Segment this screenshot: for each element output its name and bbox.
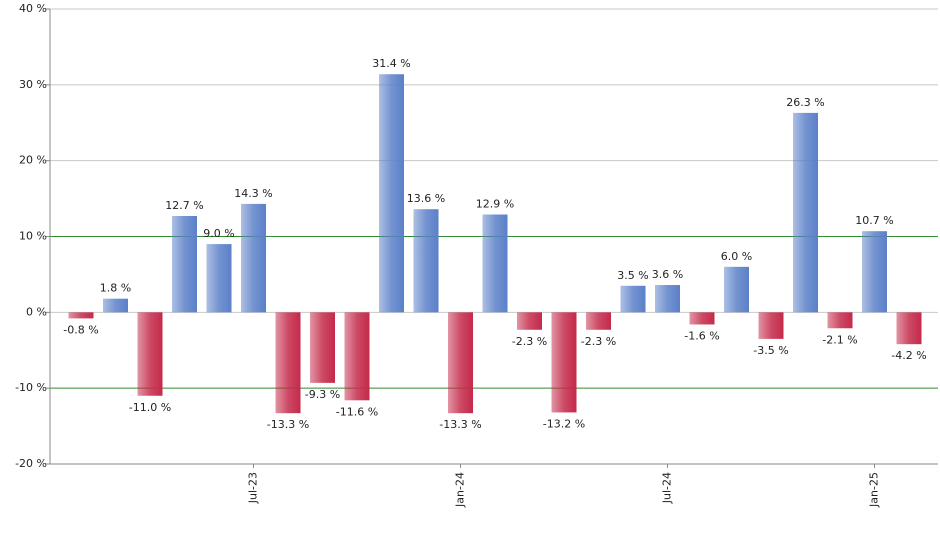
bar: [896, 312, 922, 345]
bar: [103, 298, 128, 313]
value-label: -4.2 %: [891, 349, 926, 362]
value-label: 14.3 %: [234, 187, 272, 200]
bar: [517, 312, 542, 330]
bar: [482, 214, 508, 313]
value-label: -9.3 %: [305, 388, 340, 401]
y-tick-label: 20 %: [19, 154, 47, 167]
value-label: -13.3 %: [439, 418, 481, 431]
bar: [310, 312, 335, 383]
value-label: -11.6 %: [336, 405, 378, 418]
value-label: 3.6 %: [652, 268, 683, 281]
bar: [379, 74, 404, 313]
bar: [655, 285, 680, 313]
value-label: -0.8 %: [63, 323, 98, 336]
value-label: 9.0 %: [203, 227, 234, 240]
value-label: -11.0 %: [129, 401, 171, 414]
x-tick-label: Jan-24: [454, 472, 467, 508]
bar: [793, 112, 818, 313]
value-label: -1.6 %: [684, 329, 719, 342]
bar: [448, 312, 473, 414]
value-label: -2.3 %: [512, 335, 547, 348]
bar: [344, 312, 370, 401]
bar: [68, 312, 94, 319]
value-label: -13.2 %: [543, 417, 585, 430]
value-label: -2.1 %: [822, 333, 857, 346]
x-tick-label: Jul-24: [661, 472, 674, 504]
bar: [862, 231, 887, 313]
bar: [413, 209, 439, 313]
y-tick-label: 40 %: [19, 2, 47, 15]
bar: [275, 312, 301, 414]
bar: [620, 285, 646, 313]
y-tick-label: 0 %: [26, 305, 47, 318]
x-tick-label: Jan-25: [868, 472, 881, 508]
bar: [241, 203, 266, 313]
bar: [827, 312, 853, 329]
bar: [206, 244, 232, 313]
value-label: 6.0 %: [721, 250, 752, 263]
bar: [758, 312, 784, 339]
bar: [137, 312, 163, 396]
bar: [172, 216, 197, 313]
value-label: -3.5 %: [753, 344, 788, 357]
bar: [586, 312, 611, 330]
y-tick-label: 30 %: [19, 78, 47, 91]
value-label: 10.7 %: [855, 214, 893, 227]
value-label: 13.6 %: [407, 192, 445, 205]
value-label: 26.3 %: [786, 96, 824, 109]
value-label: -13.3 %: [267, 418, 309, 431]
bar: [689, 312, 715, 325]
bar: [551, 312, 577, 413]
y-tick-label: 10 %: [19, 230, 47, 243]
value-label: 12.9 %: [476, 198, 514, 211]
bar: [724, 266, 749, 313]
value-label: 12.7 %: [165, 199, 203, 212]
value-label: 31.4 %: [372, 57, 410, 70]
value-label: 1.8 %: [100, 282, 131, 295]
y-tick-label: -10 %: [15, 381, 47, 394]
y-tick-label: -20 %: [15, 457, 47, 470]
x-tick-label: Jul-23: [247, 472, 260, 504]
value-label: 3.5 %: [617, 269, 648, 282]
value-label: -2.3 %: [581, 335, 616, 348]
